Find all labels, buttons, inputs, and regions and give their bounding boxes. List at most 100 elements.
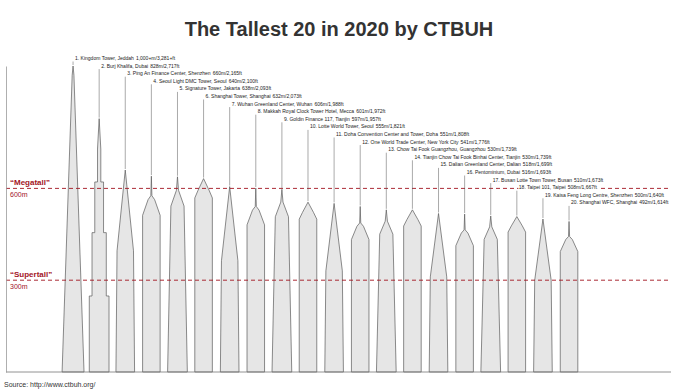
data-label-group: 5. Signature Tower, Jakarta638m/2,093ft — [179, 85, 272, 92]
leader-line — [99, 69, 100, 118]
label-value: 500m/1,640ft — [635, 192, 665, 198]
data-label-group: 10. Lotte World Tower, Seoul555m/1,821ft — [309, 123, 406, 130]
leader-line — [307, 130, 308, 201]
building — [220, 187, 239, 372]
data-label: 18. Taipei 101, Taipei508m/1,667ft — [519, 184, 598, 190]
label-value: 508m/1,667ft — [568, 184, 598, 190]
data-label: 4. Seoul Light DMC Tower, Seoul640m/2,10… — [153, 78, 258, 84]
tick-label: 300m — [10, 283, 28, 290]
axis-line — [6, 67, 7, 373]
leader-line — [569, 206, 570, 221]
label-name: 17. Busan Lotte Town Tower, Busan — [493, 177, 573, 183]
data-label-group: 7. Wuhan Greenland Center, Wuhan606m/1,9… — [231, 100, 345, 107]
building — [62, 66, 84, 372]
data-label-group: 17. Busan Lotte Town Tower, Busan510m/1,… — [492, 176, 604, 183]
building — [168, 177, 188, 372]
label-patch — [257, 108, 386, 115]
label-name: 15. Dalian Greenland Center, Dalian — [441, 161, 522, 167]
label-name: 20. Shanghai WFC, Shanghai — [571, 199, 637, 205]
label-value: 638m/2,093ft — [242, 85, 272, 91]
data-label-group: 4. Seoul Light DMC Tower, Seoul640m/2,10… — [153, 78, 259, 85]
label-name: 19. Kaisa Feng Long Centre, Shenzhen — [545, 192, 633, 198]
building — [195, 179, 213, 372]
label-name: 5. Signature Tower, Jakarta — [179, 85, 240, 91]
label-name: 2. Burj Khalifa, Dubai — [101, 63, 148, 69]
leader-line — [177, 92, 178, 176]
label-value: 1,000+m/3,281+ft — [136, 55, 176, 61]
label-patch — [336, 131, 471, 138]
leader-line — [281, 122, 282, 188]
data-label-group: 1. Kingdom Tower, Jeddah1,000+m/3,281+ft — [75, 55, 177, 62]
y-axis: 300m600m — [6, 67, 28, 373]
buildings — [62, 66, 578, 372]
annotations: “Supertall” “Megatall” — [10, 178, 52, 279]
label-patch — [127, 70, 243, 77]
label-name: 8. Makkah Royal Clock Tower Hotel, Mecca — [258, 108, 355, 114]
annotation: “Megatall” — [10, 178, 50, 187]
data-label: 1. Kingdom Tower, Jeddah1,000+m/3,281+ft — [75, 55, 176, 61]
building — [481, 216, 501, 372]
data-label-group: 2. Burj Khalifa, Dubai828m/2,717ft — [101, 62, 181, 69]
label-patch — [388, 146, 518, 153]
building — [299, 202, 317, 372]
building — [429, 213, 448, 372]
label-patch — [466, 169, 552, 176]
data-label-group: 13. Chow Tai Fook Guangzhou, Guangzhou53… — [388, 146, 518, 153]
label-name: 4. Seoul Light DMC Tower, Seoul — [153, 78, 226, 84]
label-patch — [571, 199, 670, 206]
label-name: 6. Shanghai Tower, Shanghai — [206, 93, 271, 99]
building — [116, 170, 135, 372]
building — [560, 221, 578, 372]
building — [272, 189, 292, 372]
leader-line — [438, 168, 439, 213]
tick: 300m — [6, 281, 28, 290]
label-patch — [362, 138, 491, 145]
data-label-group: 16. Pentominium, Dubai516m/1,693ft — [466, 169, 552, 176]
label-name: 11. Doha Convention Center and Tower, Do… — [336, 131, 438, 137]
label-value: 632m/2,073ft — [273, 93, 303, 99]
data-label: 2. Burj Khalifa, Dubai828m/2,717ft — [101, 63, 180, 69]
label-name: 1. Kingdom Tower, Jeddah — [75, 55, 134, 61]
leader-line — [360, 145, 361, 205]
data-label: 19. Kaisa Feng Long Centre, Shenzhen500m… — [545, 192, 665, 198]
label-name: 13. Chow Tai Fook Guangzhou, Guangzhou — [388, 146, 485, 152]
data-label-group: 9. Goldin Finance 117, Tianjin597m/1,957… — [283, 116, 382, 123]
leader-line — [464, 176, 465, 214]
data-label: 17. Busan Lotte Town Tower, Busan510m/1,… — [493, 177, 604, 183]
label-value: 597m/1,957ft — [352, 116, 382, 122]
label-patch — [153, 78, 259, 85]
label-value: 640m/2,100ft — [229, 78, 259, 84]
label-name: 18. Taipei 101, Taipei — [519, 184, 566, 190]
building — [376, 210, 396, 372]
data-label: 3. Ping An Finance Center, Shenzhen660m/… — [127, 70, 242, 76]
data-label: 7. Wuhan Greenland Center, Wuhan606m/1,9… — [232, 101, 345, 107]
data-label-group: 20. Shanghai WFC, Shanghai492m/1,614ft — [571, 199, 670, 206]
data-label: 11. Doha Convention Center and Tower, Do… — [336, 131, 470, 137]
building — [325, 203, 344, 372]
data-label: 14. Tianjin Chow Tai Fook Binhai Center,… — [414, 154, 552, 160]
data-label: 6. Shanghai Tower, Shanghai632m/2,073ft — [206, 93, 303, 99]
data-label-group: 3. Ping An Finance Center, Shenzhen660m/… — [127, 70, 243, 77]
leader-line — [125, 77, 126, 169]
title: The Tallest 20 in 2020 by CTBUH — [185, 18, 494, 40]
label-value: 660m/2,165ft — [213, 70, 243, 76]
label-name: 7. Wuhan Greenland Center, Wuhan — [232, 101, 313, 107]
leader-line — [229, 107, 230, 185]
ground-line — [6, 372, 671, 373]
label-patch — [283, 116, 382, 123]
building — [404, 210, 422, 372]
label-patch — [544, 192, 665, 199]
label-name: 3. Ping An Finance Center, Shenzhen — [127, 70, 211, 76]
data-label: 15. Dalian Greenland Center, Dalian518m/… — [441, 161, 553, 167]
data-label-group: 14. Tianjin Chow Tai Fook Binhai Center,… — [414, 154, 553, 161]
leaders — [73, 62, 569, 221]
annotation: “Supertall” — [10, 270, 52, 279]
leader-line — [490, 183, 491, 215]
leader-line — [203, 100, 204, 178]
leader-line — [151, 84, 152, 175]
data-label: 16. Pentominium, Dubai516m/1,693ft — [467, 169, 552, 175]
label-patch — [75, 55, 177, 62]
data-label-group: 6. Shanghai Tower, Shanghai632m/2,073ft — [205, 93, 303, 100]
label-patch — [179, 85, 272, 92]
label-name: 9. Goldin Finance 117, Tianjin — [284, 116, 350, 122]
